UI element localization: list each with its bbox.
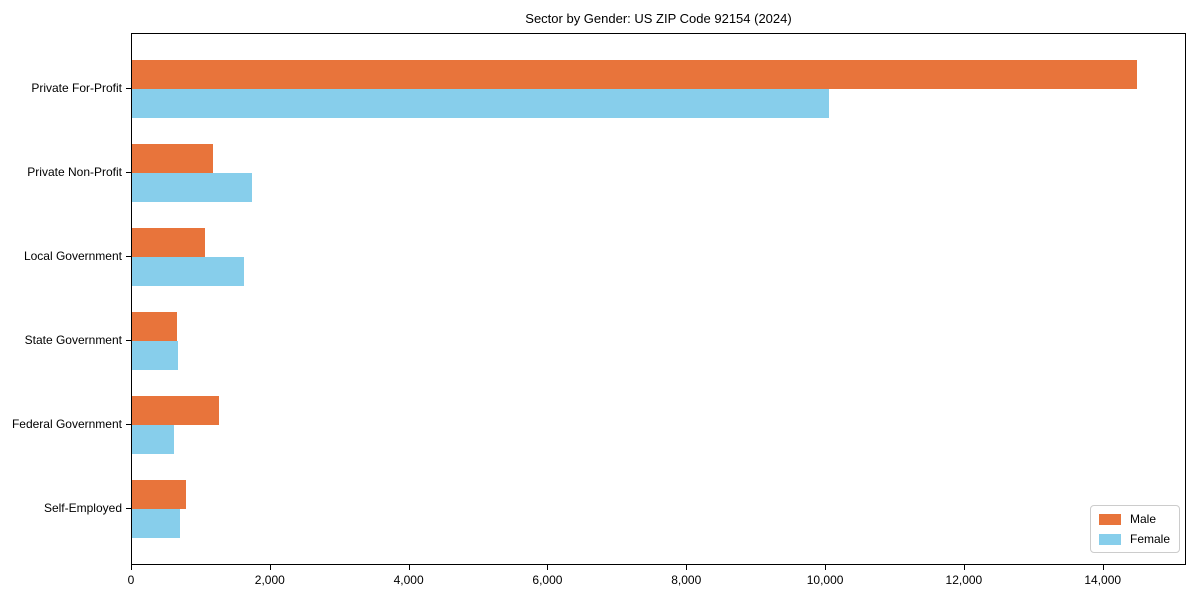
y-tick-mark	[126, 88, 131, 89]
x-tick-mark	[1102, 565, 1104, 570]
legend: Male Female	[1089, 505, 1180, 553]
x-tick-mark	[686, 565, 688, 570]
x-tick-label-6000: 6,000	[532, 573, 563, 587]
bars-layer	[132, 34, 1185, 564]
x-tick-mark	[963, 565, 965, 570]
bar-female-federal-government	[132, 425, 174, 454]
y-tick-label-local-government: Local Government	[23, 249, 122, 263]
bar-male-local-government	[132, 228, 205, 257]
y-tick-label-federal-government: Federal Government	[11, 417, 122, 431]
y-tick-mark	[126, 424, 131, 425]
legend-label-female: Female	[1129, 532, 1170, 546]
x-tick-mark	[825, 565, 827, 570]
y-tick-label-self-employed: Self-Employed	[43, 501, 122, 515]
female-color-swatch	[1098, 533, 1121, 545]
x-tick-mark	[547, 565, 549, 570]
y-tick-label-private-non-profit: Private Non-Profit	[27, 165, 122, 179]
bar-female-self-employed	[132, 509, 181, 538]
y-tick-label-private-for-profit: Private For-Profit	[31, 81, 122, 95]
x-tick-mark	[131, 565, 132, 570]
bar-female-private-for-profit	[132, 89, 829, 118]
bar-male-federal-government	[132, 396, 220, 425]
chart-title: Sector by Gender: US ZIP Code 92154 (202…	[525, 11, 792, 26]
bar-female-local-government	[132, 257, 244, 286]
male-color-swatch	[1098, 513, 1121, 525]
x-tick-label-12000: 12,000	[945, 573, 983, 587]
x-tick-mark	[408, 565, 410, 570]
x-tick-label-8000: 8,000	[671, 573, 702, 587]
bar-female-private-non-profit	[132, 173, 252, 202]
bar-male-private-for-profit	[132, 60, 1137, 89]
x-tick-label-0: 0	[127, 573, 135, 587]
legend-item-male: Male	[1098, 512, 1170, 526]
bar-female-state-government	[132, 341, 179, 370]
y-tick-label-state-government: State Government	[24, 333, 122, 347]
y-tick-mark	[126, 256, 131, 257]
x-tick-label-4000: 4,000	[393, 573, 424, 587]
plot-area: Male Female	[131, 33, 1186, 565]
x-tick-label-14000: 14,000	[1084, 573, 1122, 587]
legend-label-male: Male	[1129, 512, 1156, 526]
bar-male-state-government	[132, 312, 178, 341]
y-tick-mark	[126, 340, 131, 341]
x-tick-mark	[269, 565, 271, 570]
y-tick-mark	[126, 508, 131, 509]
bar-male-self-employed	[132, 480, 187, 509]
legend-item-female: Female	[1098, 532, 1170, 546]
bar-male-private-non-profit	[132, 144, 214, 173]
x-tick-label-10000: 10,000	[806, 573, 844, 587]
y-tick-mark	[126, 172, 131, 173]
x-tick-label-2000: 2,000	[254, 573, 285, 587]
